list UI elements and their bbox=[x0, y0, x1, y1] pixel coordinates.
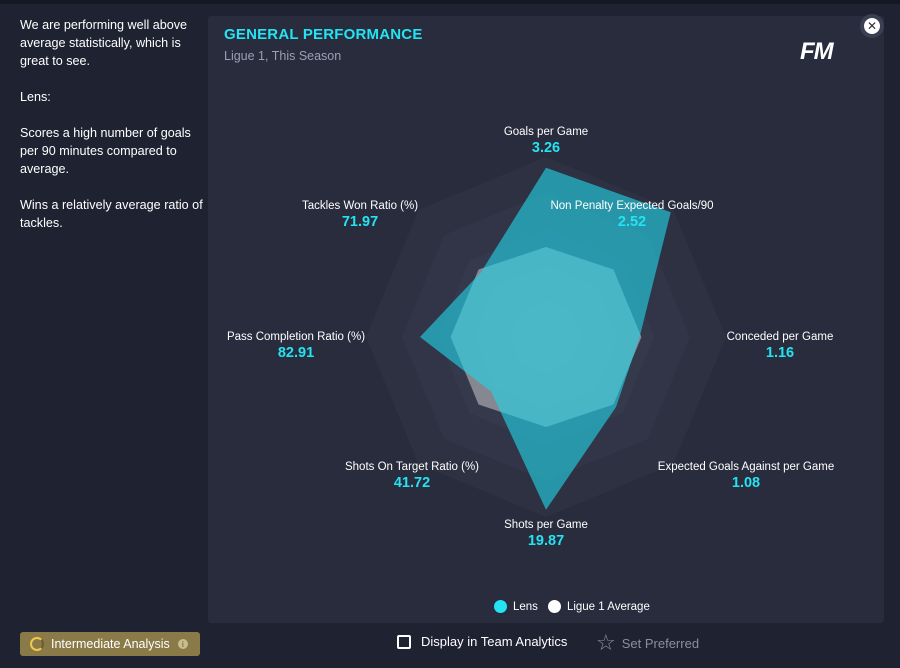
star-icon: ☆ bbox=[596, 630, 616, 655]
progress-ring-icon bbox=[30, 637, 44, 651]
analysis-paragraph: Wins a relatively average ratio of tackl… bbox=[20, 198, 203, 230]
legend-dot-lens bbox=[494, 600, 507, 613]
radar-metric-label: Non Penalty Expected Goals/90 2.52 bbox=[550, 200, 713, 230]
analysis-level-label: Intermediate Analysis bbox=[51, 637, 170, 651]
metric-value: 1.08 bbox=[731, 475, 761, 491]
metric-value: 41.72 bbox=[393, 475, 431, 491]
analysis-sidebar: We are performing well above average sta… bbox=[8, 4, 206, 668]
team-analytics-toggle[interactable]: Display in Team Analytics bbox=[397, 634, 567, 649]
radar-metric-label: Conceded per Game 1.16 bbox=[727, 331, 834, 361]
legend-item-lens[interactable]: Lens bbox=[494, 600, 538, 613]
panel-title: GENERAL PERFORMANCE bbox=[224, 26, 423, 43]
legend-label-lens: Lens bbox=[513, 600, 538, 613]
chart-legend: Lens Ligue 1 Average bbox=[494, 600, 660, 613]
set-preferred-label: Set Preferred bbox=[621, 635, 700, 651]
metric-value: 2.52 bbox=[617, 214, 647, 230]
legend-item-average[interactable]: Ligue 1 Average bbox=[547, 600, 650, 613]
metric-value: 3.26 bbox=[531, 140, 561, 156]
metric-name: Shots per Game bbox=[504, 519, 588, 531]
metric-name: Shots On Target Ratio (%) bbox=[344, 461, 480, 473]
radar-metric-label: Shots On Target Ratio (%) 41.72 bbox=[345, 461, 479, 491]
legend-dot-average bbox=[547, 600, 561, 613]
performance-panel: GENERAL PERFORMANCE Ligue 1, This Season… bbox=[208, 16, 884, 623]
close-icon: ✕ bbox=[864, 18, 880, 34]
radar-chart bbox=[366, 157, 726, 517]
metric-value: 71.97 bbox=[341, 214, 379, 230]
metric-name: Non Penalty Expected Goals/90 bbox=[550, 200, 714, 212]
team-analytics-label: Display in Team Analytics bbox=[421, 634, 568, 649]
info-icon[interactable]: i bbox=[177, 639, 188, 649]
window-top-edge bbox=[0, 0, 900, 4]
analysis-text: We are performing well above average sta… bbox=[20, 16, 204, 250]
metric-name: Goals per Game bbox=[503, 126, 589, 138]
panel-subtitle: Ligue 1, This Season bbox=[224, 49, 342, 63]
metric-name: Tackles Won Ratio (%) bbox=[301, 200, 419, 212]
radar-metric-label: Pass Completion Ratio (%) 82.91 bbox=[227, 331, 365, 361]
radar-metric-label: Shots per Game 19.87 bbox=[504, 519, 588, 549]
analysis-level-badge[interactable]: Intermediate Analysis i bbox=[20, 632, 200, 656]
set-preferred-button[interactable]: ☆ Set Preferred bbox=[596, 632, 699, 654]
lens-series-polygon bbox=[420, 167, 671, 510]
metric-value: 82.91 bbox=[277, 345, 315, 361]
close-button[interactable]: ✕ bbox=[860, 14, 884, 38]
analysis-paragraph: We are performing well above average sta… bbox=[20, 18, 188, 68]
analysis-paragraph: Scores a high number of goals per 90 min… bbox=[20, 126, 191, 176]
metric-name: Expected Goals Against per Game bbox=[657, 461, 835, 473]
radar-metric-label: Expected Goals Against per Game 1.08 bbox=[658, 461, 834, 491]
legend-label-average: Ligue 1 Average bbox=[566, 600, 650, 613]
metric-name: Conceded per Game bbox=[726, 331, 834, 343]
fm-logo: FM bbox=[800, 38, 834, 65]
radar-metric-label: Tackles Won Ratio (%) 71.97 bbox=[302, 200, 418, 230]
metric-value: 1.16 bbox=[765, 345, 795, 361]
metric-name: Pass Completion Ratio (%) bbox=[226, 331, 366, 343]
metric-value: 19.87 bbox=[527, 533, 565, 549]
team-analytics-checkbox[interactable] bbox=[397, 634, 411, 649]
analysis-paragraph: Lens: bbox=[20, 90, 51, 104]
radar-metric-label: Goals per Game 3.26 bbox=[504, 126, 588, 156]
